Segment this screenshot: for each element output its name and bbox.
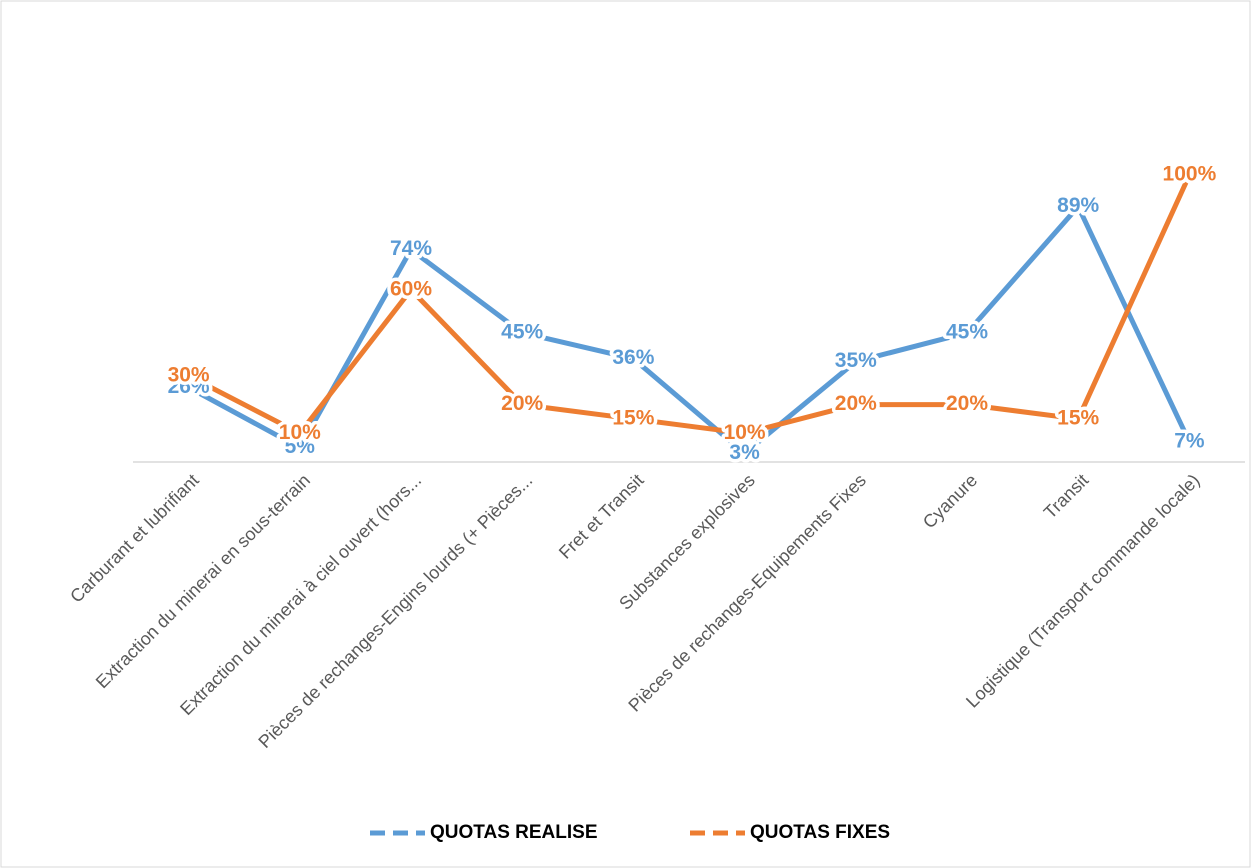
data-label: 100%	[1163, 163, 1217, 186]
data-label: 20%	[946, 392, 988, 415]
data-label: 45%	[946, 320, 988, 343]
legend-label: QUOTAS REALISE	[430, 822, 598, 843]
data-label: 10%	[724, 421, 766, 444]
data-label: 15%	[1057, 406, 1099, 429]
data-label: 20%	[835, 392, 877, 415]
data-label: 7%	[1174, 429, 1205, 452]
data-label: 60%	[390, 277, 432, 300]
data-label: 3%	[729, 441, 760, 464]
data-label: 10%	[279, 421, 321, 444]
data-label: 26%	[168, 375, 210, 398]
data-label: 5%	[285, 435, 316, 458]
data-label: 89%	[1057, 194, 1099, 217]
data-label: 36%	[612, 346, 654, 369]
data-label: 35%	[835, 349, 877, 372]
data-label: 30%	[168, 363, 210, 386]
data-label: 20%	[501, 392, 543, 415]
series-line	[187, 204, 1192, 456]
series-line	[187, 173, 1192, 436]
data-label: 45%	[501, 320, 543, 343]
data-label: 74%	[390, 237, 432, 260]
data-label: 15%	[612, 406, 654, 429]
legend-label: QUOTAS FIXES	[750, 822, 890, 843]
